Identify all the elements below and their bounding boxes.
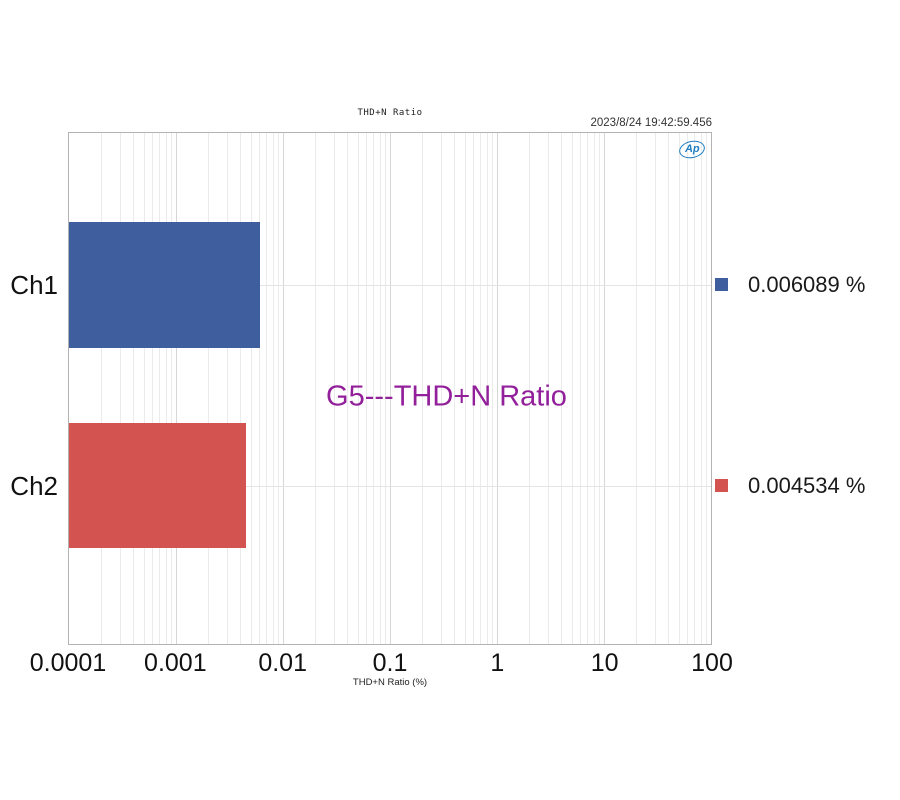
gridline-minor — [561, 133, 563, 644]
gridline-minor — [347, 133, 349, 644]
gridline-minor — [143, 133, 145, 644]
gridline-minor — [101, 133, 103, 644]
chart-annotation: G5---THD+N Ratio — [326, 380, 567, 413]
gridline-minor — [278, 133, 280, 644]
bar-ch2 — [69, 422, 247, 549]
gridline-minor — [529, 133, 531, 644]
legend-value: 0.006089 % — [748, 271, 866, 297]
x-tick-label: 0.0001 — [29, 649, 107, 677]
gridline-minor — [480, 133, 482, 644]
gridline-minor — [636, 133, 638, 644]
gridline-minor — [587, 133, 589, 644]
gridline-major — [497, 133, 498, 644]
gridlines — [69, 133, 711, 644]
gridline-minor — [492, 133, 494, 644]
gridline-minor — [454, 133, 456, 644]
x-tick-label: 0.001 — [144, 649, 207, 677]
gridline-minor — [486, 133, 488, 644]
gridline-minor — [250, 133, 252, 644]
gridline-minor — [687, 133, 689, 644]
x-tick-label: 0.01 — [258, 649, 307, 677]
gridline-minor — [422, 133, 424, 644]
gridline-horizontal — [69, 485, 711, 487]
gridline-minor — [171, 133, 173, 644]
chart-title: THD+N Ratio — [357, 108, 423, 118]
gridline-minor — [464, 133, 466, 644]
gridline-minor — [580, 133, 582, 644]
gridline-minor — [593, 133, 595, 644]
gridline-minor — [165, 133, 167, 644]
gridline-minor — [678, 133, 680, 644]
gridline-minor — [334, 133, 336, 644]
gridline-major — [176, 133, 177, 644]
gridline-major — [604, 133, 605, 644]
gridline-minor — [272, 133, 274, 644]
legend-value: 0.004534 % — [748, 472, 866, 498]
gridline-minor — [159, 133, 161, 644]
x-tick-label: 0.1 — [372, 649, 408, 677]
bar-ch1 — [69, 222, 260, 349]
gridline-major — [283, 133, 284, 644]
gridline-minor — [373, 133, 375, 644]
gridline-horizontal — [69, 285, 711, 287]
gridline-minor — [599, 133, 601, 644]
y-axis-label-ch2: Ch2 — [10, 470, 58, 501]
gridline-minor — [357, 133, 359, 644]
gridline-major — [390, 133, 391, 644]
gridline-minor — [694, 133, 696, 644]
legend-swatch — [715, 479, 728, 493]
y-axis-label-ch1: Ch1 — [10, 269, 58, 300]
x-tick-label: 10 — [590, 649, 619, 677]
gridline-minor — [227, 133, 229, 644]
gridline-minor — [548, 133, 550, 644]
gridline-minor — [379, 133, 381, 644]
gridline-minor — [366, 133, 368, 644]
gridline-minor — [240, 133, 242, 644]
gridline-minor — [655, 133, 657, 644]
gridline-minor — [266, 133, 268, 644]
legend-item-ch1: 0.006089 % — [715, 272, 865, 298]
timestamp: 2023/8/24 19:42:59.456 — [590, 117, 712, 129]
gridline-minor — [473, 133, 475, 644]
gridline-minor — [668, 133, 670, 644]
gridline-minor — [700, 133, 702, 644]
gridline-minor — [259, 133, 261, 644]
x-axis-label: THD+N Ratio (%) — [352, 677, 428, 688]
gridline-minor — [385, 133, 387, 644]
legend-swatch — [715, 278, 728, 292]
gridline-minor — [706, 133, 708, 644]
ap-logo-text: Ap — [684, 143, 700, 156]
x-tick-label: 100 — [691, 649, 733, 677]
gridline-minor — [120, 133, 122, 644]
x-tick-label: 1 — [490, 649, 505, 677]
gridline-minor — [208, 133, 210, 644]
gridline-minor — [571, 133, 573, 644]
gridline-minor — [152, 133, 154, 644]
gridline-minor — [133, 133, 135, 644]
gridline-minor — [315, 133, 317, 644]
legend-item-ch2: 0.004534 % — [715, 473, 865, 499]
gridline-minor — [441, 133, 443, 644]
plot-area: G5---THD+N Ratio Ap — [68, 132, 712, 645]
